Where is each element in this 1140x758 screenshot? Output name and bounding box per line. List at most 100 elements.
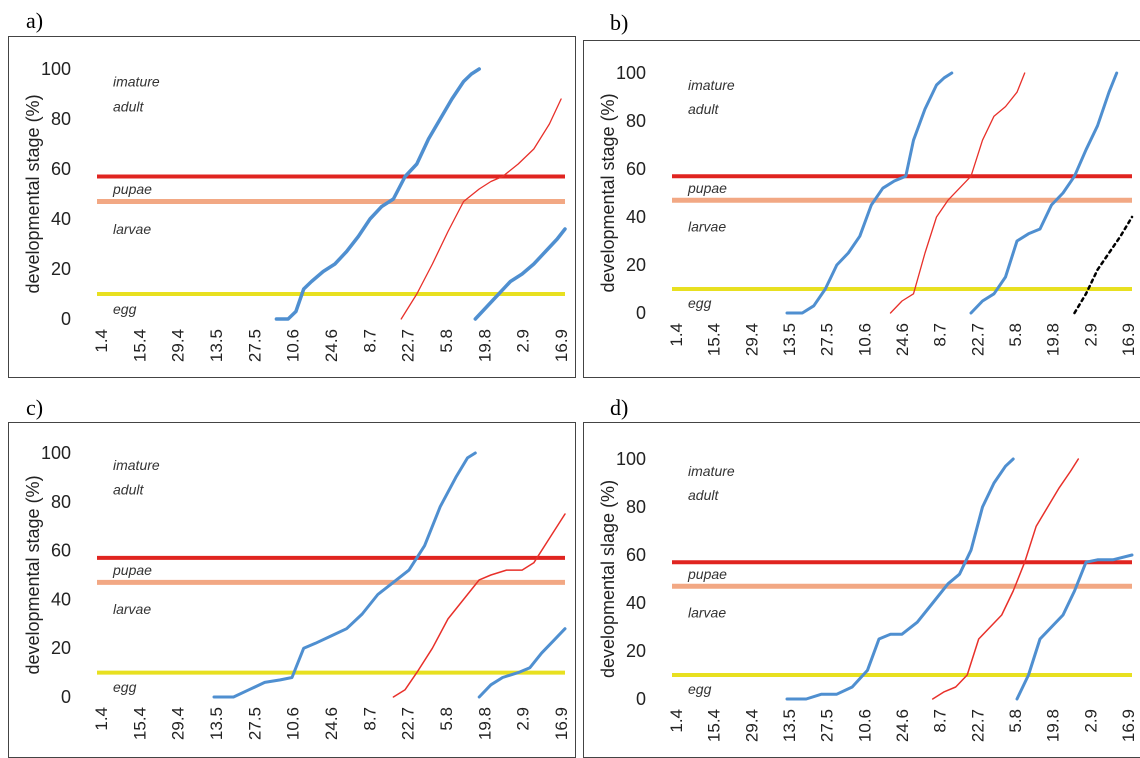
x-tick-label: 15.4: [130, 707, 149, 740]
x-tick-label: 2.9: [514, 707, 533, 731]
x-tick-label: 22.7: [968, 323, 987, 356]
y-tick-label: 100: [616, 63, 646, 83]
y-tick-label: 80: [626, 111, 646, 131]
stage-label-larvae: larvae: [113, 601, 151, 617]
x-tick-label: 24.6: [893, 709, 912, 742]
x-tick-label: 29.4: [169, 329, 188, 362]
series-line-red: [400, 98, 562, 320]
y-tick-label: 20: [626, 641, 646, 661]
series-line-dotted: [1073, 215, 1134, 315]
y-tick-label: 80: [626, 497, 646, 517]
y-tick-label: 0: [61, 687, 71, 707]
x-tick-label: 16.9: [1119, 709, 1138, 742]
series-line-red: [392, 513, 566, 698]
x-tick-label: 24.6: [322, 329, 341, 362]
stage-label-adult: adult: [113, 481, 144, 497]
x-tick-label: 22.7: [968, 709, 987, 742]
y-tick-label: 60: [51, 541, 71, 561]
y-tick-label: 40: [626, 593, 646, 613]
stage-label-egg: egg: [688, 681, 712, 697]
y-tick-label: 80: [51, 492, 71, 512]
x-tick-label: 2.9: [1081, 323, 1100, 347]
y-axis-label: developmental stage (%): [23, 94, 43, 293]
x-tick-label: 10.6: [855, 323, 874, 356]
x-tick-label: 13.5: [780, 323, 799, 356]
x-tick-label: 19.8: [1044, 709, 1063, 742]
y-tick-label: 100: [41, 443, 71, 463]
x-tick-label: 29.4: [169, 707, 188, 740]
x-tick-label: 16.9: [552, 707, 571, 740]
series-line-blue: [969, 71, 1119, 315]
x-tick-label: 15.4: [705, 709, 724, 742]
y-tick-label: 40: [51, 209, 71, 229]
series-line-blue: [1015, 553, 1134, 701]
x-tick-label: 1.4: [667, 709, 686, 733]
x-tick-label: 19.8: [1044, 323, 1063, 356]
stage-label-egg: egg: [113, 679, 137, 695]
x-tick-label: 8.7: [931, 709, 950, 733]
y-tick-label: 40: [626, 207, 646, 227]
x-tick-label: 27.5: [245, 707, 264, 740]
series-line-blue: [274, 67, 481, 321]
x-tick-label: 22.7: [399, 329, 418, 362]
series-line-red: [889, 72, 1026, 314]
x-tick-label: 8.7: [360, 707, 379, 731]
stage-label-imature: imature: [113, 457, 160, 473]
series-line-red: [931, 458, 1080, 700]
chart-panel-c: developmental stage (%) 0 20 40 60 80 100 1.4 15…: [8, 422, 576, 758]
x-tick-label: 16.9: [1119, 323, 1138, 356]
y-tick-label: 80: [51, 109, 71, 129]
x-tick-label: 29.4: [742, 323, 761, 356]
stage-label-adult: adult: [113, 99, 144, 115]
stage-label-pupae: pupae: [687, 566, 727, 582]
x-tick-label: 10.6: [284, 707, 303, 740]
x-tick-label: 15.4: [705, 323, 724, 356]
y-tick-label: 40: [51, 589, 71, 609]
stage-label-imature: imature: [688, 77, 735, 93]
x-tick-label: 22.7: [399, 707, 418, 740]
x-tick-label: 2.9: [514, 329, 533, 353]
panel-label-d: d): [610, 395, 629, 420]
stage-label-larvae: larvae: [688, 218, 726, 234]
stage-label-pupae: pupae: [687, 180, 727, 196]
x-tick-label: 5.8: [1006, 323, 1025, 347]
stage-label-larvae: larvae: [688, 604, 726, 620]
x-tick-label: 13.5: [207, 329, 226, 362]
stage-label-adult: adult: [688, 101, 719, 117]
stage-label-egg: egg: [688, 295, 712, 311]
series-line-blue: [785, 71, 954, 315]
x-tick-label: 8.7: [360, 329, 379, 353]
x-tick-label: 24.6: [322, 707, 341, 740]
series-line-blue: [785, 457, 1015, 701]
stage-label-egg: egg: [113, 301, 137, 317]
y-tick-label: 0: [61, 309, 71, 329]
x-tick-label: 15.4: [130, 329, 149, 362]
y-tick-label: 20: [51, 638, 71, 658]
y-tick-label: 20: [626, 255, 646, 275]
panel-label-a: a): [26, 8, 44, 33]
stage-label-imature: imature: [113, 74, 160, 90]
y-tick-label: 60: [51, 159, 71, 179]
x-tick-label: 27.5: [818, 323, 837, 356]
x-tick-label: 8.7: [931, 323, 950, 347]
panel-label-c: c): [26, 395, 44, 420]
series-line-blue: [477, 627, 567, 699]
y-tick-label: 0: [636, 303, 646, 323]
x-tick-label: 19.8: [475, 707, 494, 740]
chart-panel-b: developmental stage (%) 0 20 40 60 80 100 1.4 15…: [583, 40, 1140, 378]
x-tick-label: 24.6: [893, 323, 912, 356]
y-axis-label: developmental slage (%): [598, 480, 618, 678]
x-tick-label: 5.8: [1006, 709, 1025, 733]
stage-label-adult: adult: [688, 487, 719, 503]
x-tick-label: 19.8: [475, 329, 494, 362]
x-tick-label: 29.4: [742, 709, 761, 742]
y-tick-label: 20: [51, 259, 71, 279]
y-axis-label: developmental stage (%): [23, 475, 43, 674]
stage-label-pupae: pupae: [112, 181, 152, 197]
y-tick-label: 0: [636, 689, 646, 709]
stage-label-larvae: larvae: [113, 221, 151, 237]
x-tick-label: 2.9: [1081, 709, 1100, 733]
x-tick-label: 5.8: [437, 329, 456, 353]
x-tick-label: 1.4: [667, 323, 686, 347]
y-tick-label: 100: [41, 59, 71, 79]
